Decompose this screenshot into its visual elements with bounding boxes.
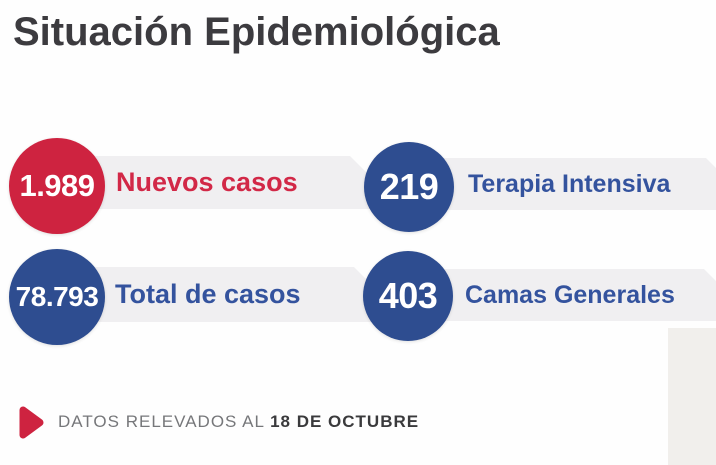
stat-value-terapia-intensiva: 219: [379, 166, 439, 207]
stat-ribbon-total-de-casos: Total de casos: [58, 267, 382, 322]
stat-label-nuevos-casos: Nuevos casos: [116, 167, 298, 197]
footer-date: 18 DE OCTUBRE: [270, 412, 420, 431]
footer-text: DATOS RELEVADOS AL 18 DE OCTUBRE: [58, 412, 419, 432]
stat-value-nuevos-casos: 1.989: [19, 168, 95, 203]
stat-label-terapia-intensiva: Terapia Intensiva: [468, 169, 671, 198]
stat-circle-nuevos-casos: 1.989: [9, 138, 105, 234]
stat-label-total-de-casos: Total de casos: [115, 279, 301, 309]
footer-prefix: DATOS RELEVADOS AL: [58, 412, 271, 431]
stat-value-total-de-casos: 78.793: [15, 281, 99, 312]
footer: DATOS RELEVADOS AL 18 DE OCTUBRE: [18, 403, 419, 441]
stat-circle-camas-generales: 403: [363, 251, 453, 341]
red-play-triangle-icon: [19, 406, 44, 438]
stat-value-camas-generales: 403: [378, 275, 438, 316]
stat-ribbon-camas-generales: Camas Generales: [410, 269, 716, 321]
page-title: Situación Epidemiológica: [13, 10, 500, 54]
corner-panel: [668, 328, 716, 465]
stat-circle-terapia-intensiva: 219: [364, 142, 454, 232]
stat-label-camas-generales: Camas Generales: [465, 280, 675, 309]
stat-circle-total-de-casos: 78.793: [9, 249, 105, 345]
stat-ribbon-nuevos-casos: Nuevos casos: [58, 156, 378, 209]
stat-ribbon-terapia-intensiva: Terapia Intensiva: [410, 158, 716, 210]
